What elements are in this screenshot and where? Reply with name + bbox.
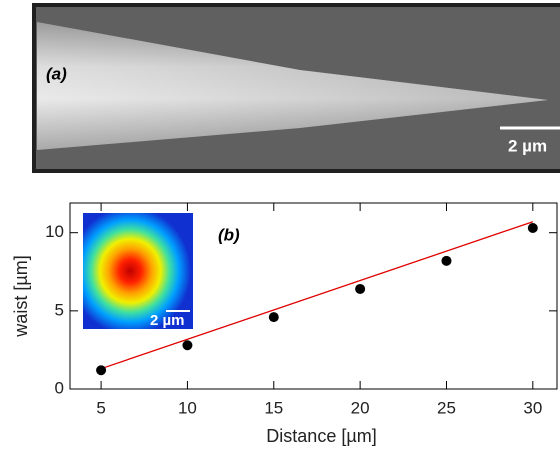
inset-image [83,213,193,329]
y-tick-label: 10 [45,222,64,241]
plot-frame [69,202,558,390]
x-tick-label: 10 [178,398,197,417]
y-tick-label: 5 [55,300,64,319]
scale-bar-label: 2 µm [508,136,547,155]
data-point [96,365,107,376]
chart: 5 10 15 20 25 30 0 5 10 Distance [µm] waist [µm] 2 … [11,202,558,446]
data-point [182,340,193,351]
x-tick-label: 30 [523,398,542,417]
data-point [527,223,538,234]
data-point [441,255,452,266]
panel-label: (b) [218,225,240,244]
sem-image: (a) 2 µm [32,3,560,173]
panel-label: (a) [46,64,67,83]
data-point [355,283,366,294]
inset: 2 µm [83,213,193,329]
y-tick-label: 0 [55,378,64,397]
x-tick-label: 5 [96,398,105,417]
x-tick-label: 15 [264,398,283,417]
x-axis-label: Distance [µm] [266,426,376,446]
x-tick-label: 25 [437,398,456,417]
fit-line [100,221,534,370]
x-tick-label: 20 [351,398,370,417]
data-point [268,312,279,323]
y-axis-label: waist [µm] [11,255,31,337]
inset-scale-label: 2 µm [150,312,185,329]
